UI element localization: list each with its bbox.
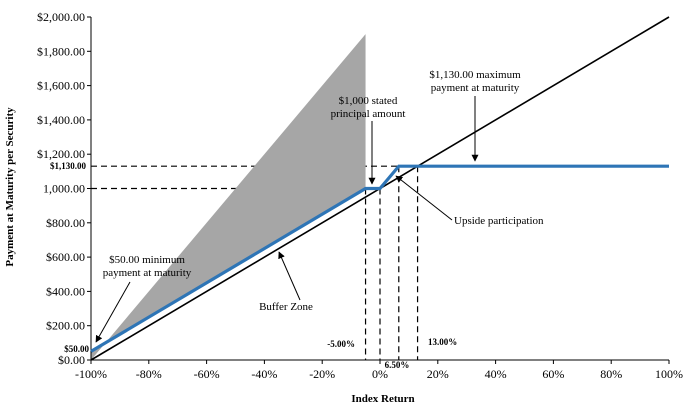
min-payment-annotation-line1: $50.00 minimum — [109, 254, 185, 266]
min-payment-annotation-line2: payment at maturity — [103, 267, 192, 279]
max-payment-annotation-line2: payment at maturity — [431, 82, 520, 94]
x-tick-label: 0% — [372, 367, 388, 381]
x-tick-label: 60% — [542, 367, 564, 381]
y-tick-label: $600.00 — [46, 250, 85, 264]
min-payment-arrow — [95, 281, 131, 343]
upside-participation-arrow — [395, 175, 453, 221]
y-special-50-label: $50.00 — [64, 344, 89, 354]
x-tick-label: 80% — [600, 367, 622, 381]
x-special-13-label: 13.00% — [428, 337, 457, 347]
y-tick-label: $200.00 — [46, 319, 85, 333]
tick-labels: $0.00 $200.00 $400.00 $600.00 $800.00 1,000.0… — [37, 10, 683, 381]
y-tick-label: $2,000.00 — [37, 10, 85, 24]
x-tick-label: 100% — [655, 367, 683, 381]
x-axis-title: Index Return — [351, 393, 414, 405]
x-special-6-5-label: 6.50% — [385, 360, 410, 370]
buffer-zone-band — [91, 34, 366, 361]
stated-principal-annotation-line2: principal amount — [331, 108, 406, 120]
x-tick-label: -40% — [251, 367, 277, 381]
buffer-zone-annotation: Buffer Zone — [259, 301, 313, 313]
y-tick-label: $800.00 — [46, 216, 85, 230]
y-special-1130-label: $1,130.00 — [50, 161, 87, 171]
y-tick-label: $1,800.00 — [37, 44, 85, 58]
y-tick-label: $1,600.00 — [37, 79, 85, 93]
x-special-minus5-label: -5.00% — [327, 339, 355, 349]
y-tick-label: $400.00 — [46, 284, 85, 298]
y-tick-label: $1,400.00 — [37, 113, 85, 127]
series-lines — [90, 16, 670, 361]
x-tick-label: -60% — [194, 367, 220, 381]
stated-principal-annotation-line1: $1,000 stated — [339, 95, 398, 107]
x-tick-label: -20% — [309, 367, 335, 381]
axes — [87, 16, 670, 364]
x-tick-label: -100% — [75, 367, 107, 381]
x-tick-label: -80% — [136, 367, 162, 381]
annotation-arrows — [95, 96, 479, 343]
x-tick-label: 20% — [427, 367, 449, 381]
x-tick-label: 40% — [485, 367, 507, 381]
buffer-zone-arrow — [278, 251, 301, 301]
y-tick-label: $0.00 — [58, 353, 85, 367]
max-payment-annotation-line1: $1,130.00 maximum — [429, 69, 521, 81]
securities-payoff-line — [90, 164, 669, 353]
y-axis-title: Payment at Maturity per Security — [4, 107, 16, 267]
y-tick-label: $1,200.00 — [37, 147, 85, 161]
upside-participation-annotation: Upside participation — [454, 215, 544, 227]
y-tick-label: 1,000.00 — [43, 182, 85, 196]
